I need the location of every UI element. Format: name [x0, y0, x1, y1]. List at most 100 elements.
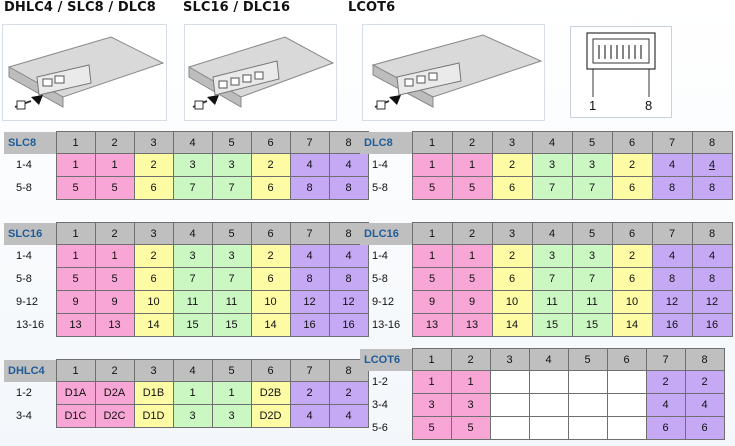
table-cell: 14	[491, 313, 533, 337]
table-cell: 2	[491, 244, 533, 268]
column-header: 8	[684, 348, 725, 371]
table-cell: 10	[611, 290, 653, 314]
lcot6-grid: LCOT6 1 2 3 4 5 6 7 8 1-2 1 1 2 2 3-4 3 3 4 4 5-6 5 5 6 6	[360, 348, 725, 440]
card-image-8port	[2, 24, 167, 121]
column-header: 7	[289, 131, 330, 154]
column-header: 3	[491, 131, 533, 154]
column-header: 4	[531, 131, 573, 154]
table-cell: 13	[451, 313, 493, 337]
table-cell: 4	[328, 153, 369, 177]
table-cell: 12	[289, 290, 330, 314]
column-header: 6	[250, 359, 291, 382]
column-header: 5	[211, 222, 252, 245]
table-cell: 7	[172, 176, 213, 200]
column-header: 2	[451, 131, 493, 154]
table-cell	[567, 393, 608, 417]
header-slc16-dlc16: SLC16 / DLC16	[183, 0, 291, 15]
table-row: 1-2 D1A D2A D1B 1 1 D2B 2 2	[4, 381, 369, 405]
table-cell: 13	[411, 313, 453, 337]
table-cell: D2A	[94, 381, 135, 405]
column-header: 1	[55, 222, 96, 245]
column-header: 1	[411, 131, 453, 154]
table-cell: 3	[172, 244, 213, 268]
column-header: 1	[55, 359, 96, 382]
table-cell: 15	[571, 313, 613, 337]
table-cell: 11	[571, 290, 613, 314]
column-header: 4	[172, 222, 213, 245]
table-dhlc4: DHLC4 1 2 3 4 5 6 7 8 1-2 D1A D2A D1B 1 1 D2B 2 2 3-4 D1C D2…	[4, 359, 369, 428]
table-cell: 16	[651, 313, 693, 337]
column-header: 4	[528, 348, 569, 371]
column-header: 5	[571, 131, 613, 154]
table-row: 1-2 1 1 2 2	[360, 370, 725, 394]
table-cell: 14	[250, 313, 291, 337]
table-cell: 4	[684, 393, 725, 417]
column-header: 6	[611, 131, 653, 154]
table-dlc16: DLC16 1 2 3 4 5 6 7 8 1-4 1 1 2 3 3 2 4 4 5-8 5 5 6 7 7 6 8 8 9-12 9…	[360, 222, 733, 337]
table-row: 1-4 1 1 2 3 3 2 4 4	[4, 244, 369, 268]
table-cell: 9	[411, 290, 453, 314]
table-cell: 7	[211, 176, 252, 200]
table-cell: 16	[289, 313, 330, 337]
row-label: 9-12	[16, 296, 39, 308]
table-cell: 5	[451, 176, 493, 200]
table-title: LCOT6	[360, 348, 412, 371]
table-cell: 1	[55, 244, 96, 268]
dlc16-grid: DLC16 1 2 3 4 5 6 7 8 1-4 1 1 2 3 3 2 4 4 5-8 5 5 6 7 7 6 8 8 9-12 9…	[360, 222, 733, 337]
table-row: 13-16 13 13 14 15 15 14 16 16	[360, 313, 733, 337]
table-cell	[606, 370, 647, 394]
table-cell: 8	[691, 267, 733, 291]
column-header: 3	[133, 359, 174, 382]
table-cell: 2	[133, 153, 174, 177]
column-header: 2	[450, 348, 491, 371]
table-cell: 5	[451, 267, 493, 291]
table-row: 1-4 1 1 2 3 3 2 4 4	[4, 153, 369, 177]
table-cell: 6	[250, 176, 291, 200]
row-label: 1-4	[16, 159, 32, 171]
table-row: 5-6 5 5 6 6	[360, 416, 725, 440]
row-label: 9-12	[372, 296, 395, 308]
table-cell: 7	[172, 267, 213, 291]
table-cell: 4	[289, 153, 330, 177]
table-cell: 5	[411, 267, 453, 291]
row-label: 5-8	[16, 182, 32, 194]
table-cell: D1B	[133, 381, 174, 405]
table-cell: 5	[55, 267, 96, 291]
table-slc8: SLC8 1 2 3 4 5 6 7 8 1-4 1 1 2 3 3 2 4 4 5-8 5 5 6 7 7 6 8 8	[4, 131, 369, 200]
table-cell: 12	[328, 290, 369, 314]
table-cell: 2	[133, 244, 174, 268]
table-row: 9-12 9 9 10 11 11 10 12 12	[4, 290, 369, 314]
table-row: 1-4 1 1 2 3 3 2 4 4	[360, 153, 733, 177]
table-cell: 8	[328, 176, 369, 200]
table-cell: 15	[531, 313, 573, 337]
pin-label-first: 1	[589, 98, 597, 113]
table-cell: 7	[531, 267, 573, 291]
column-header: 2	[94, 359, 135, 382]
table-cell: 15	[211, 313, 252, 337]
table-cell: 2	[289, 381, 330, 405]
table-cell: 3	[531, 153, 573, 177]
table-cell: 13	[94, 313, 135, 337]
column-header: 4	[172, 131, 213, 154]
table-cell: 7	[531, 176, 573, 200]
table-cell: 15	[172, 313, 213, 337]
table-cell: 3	[450, 393, 491, 417]
table-cell: 6	[133, 267, 174, 291]
table-lcot6: LCOT6 1 2 3 4 5 6 7 8 1-2 1 1 2 2 3-4 3 3 4 4 5-6 5 5 6 6	[360, 348, 725, 440]
table-cell: 8	[691, 176, 733, 200]
table-cell: 6	[491, 267, 533, 291]
table-cell: 1	[411, 153, 453, 177]
row-label: 1-4	[372, 250, 388, 262]
table-cell: 6	[491, 176, 533, 200]
table-cell: D1C	[55, 404, 96, 428]
table-cell: 4	[645, 393, 686, 417]
column-header: 1	[55, 131, 96, 154]
table-cell: 5	[411, 176, 453, 200]
table-cell: 4	[651, 244, 693, 268]
column-header: 7	[645, 348, 686, 371]
row-label: 5-8	[16, 273, 32, 285]
slc16-grid: SLC16 1 2 3 4 5 6 7 8 1-4 1 1 2 3 3 2 4 4 5-8 5 5 6 7 7 6 8 8 9-12 9…	[4, 222, 369, 337]
table-cell: 2	[250, 244, 291, 268]
table-cell: 11	[172, 290, 213, 314]
column-header: 5	[211, 131, 252, 154]
